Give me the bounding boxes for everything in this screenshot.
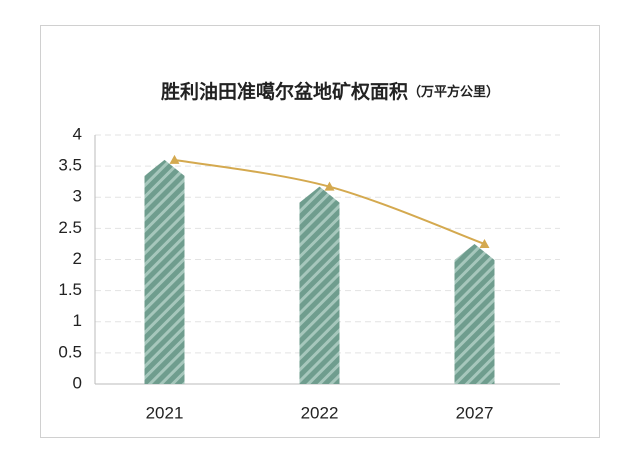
bar (144, 159, 185, 384)
y-tick-label: 3.5 (58, 156, 82, 175)
y-tick-label: 1 (73, 311, 82, 330)
bar (454, 243, 495, 384)
line-marker (169, 154, 180, 164)
y-tick-label: 3 (73, 187, 82, 206)
y-tick-label: 0 (73, 373, 82, 392)
y-tick-label: 2 (73, 249, 82, 268)
x-tick-label: 2021 (146, 403, 184, 422)
line-marker (324, 181, 335, 191)
chart-unit: （万平方公里） (408, 84, 499, 99)
bar (299, 186, 340, 384)
y-tick-label: 2.5 (58, 218, 82, 237)
chart-title: 胜利油田准噶尔盆地矿权面积 (161, 80, 408, 103)
x-tick-label: 2022 (301, 403, 339, 422)
y-tick-label: 1.5 (58, 280, 82, 299)
y-tick-label: 4 (73, 124, 82, 143)
chart-title-group: 胜利油田准噶尔盆地矿权面积（万平方公里） (161, 80, 499, 103)
line-marker (479, 238, 490, 248)
y-tick-label: 0.5 (58, 342, 82, 361)
x-tick-label: 2027 (456, 403, 494, 422)
